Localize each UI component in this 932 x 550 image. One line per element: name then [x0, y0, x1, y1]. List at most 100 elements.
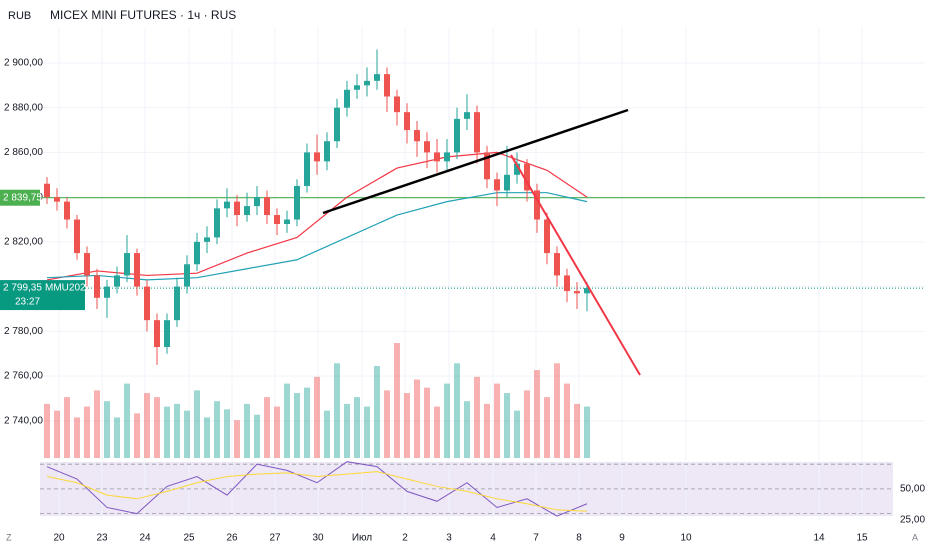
candle-body: [124, 253, 130, 276]
candle-body: [284, 219, 290, 224]
volume-bar: [344, 403, 350, 458]
volume-bar: [324, 410, 330, 458]
volume-bar: [44, 403, 50, 458]
candle-body: [494, 179, 500, 191]
x-tick-label: 3: [446, 533, 452, 544]
volume-bar: [114, 417, 120, 458]
corner-left: Z: [6, 532, 12, 542]
candle-body: [104, 286, 110, 298]
volume-bar: [94, 390, 100, 458]
volume-bar: [554, 363, 560, 458]
y-tick-label: 2 860,00: [4, 147, 43, 158]
corner-right: A: [912, 532, 918, 542]
volume-bar: [214, 401, 220, 458]
volume-bar: [364, 406, 370, 458]
currency: RUB: [8, 10, 31, 22]
candle-body: [164, 320, 170, 348]
candle-body: [134, 253, 140, 287]
y-tick-label: 2 880,00: [4, 102, 43, 113]
volume-bar: [474, 376, 480, 458]
candle-body: [544, 219, 550, 254]
candle-body: [64, 201, 70, 220]
rsi-line: [46, 471, 588, 512]
volume-bar: [294, 393, 300, 458]
volume-bar: [164, 406, 170, 458]
x-tick-label: 10: [680, 533, 692, 544]
candle-body: [274, 215, 280, 224]
x-tick-label: 26: [226, 533, 238, 544]
x-tick-label: 2: [402, 533, 408, 544]
volume-bar: [184, 410, 190, 458]
volume-bar: [334, 363, 340, 458]
candle-body: [354, 85, 360, 90]
symbol-label: MMU2025: [45, 283, 92, 294]
volume-bar: [374, 366, 380, 458]
candle-body: [174, 286, 180, 321]
trend-line: [322, 108, 629, 215]
volume-bar: [254, 414, 260, 458]
candle-body: [554, 253, 560, 276]
volume-bar: [484, 403, 490, 458]
candle-body: [404, 112, 410, 131]
volume-bar: [404, 393, 410, 458]
candle-body: [94, 275, 100, 298]
candle-body: [514, 163, 520, 175]
x-tick-label: 23: [96, 533, 108, 544]
candle-body: [344, 89, 350, 108]
candle-body: [394, 96, 400, 113]
price-line-box: [0, 189, 40, 206]
volume-bar: [574, 403, 580, 458]
candle-body: [474, 112, 480, 153]
volume-bar: [204, 417, 210, 458]
volume-bar: [424, 387, 430, 458]
x-tick-label: 30: [312, 533, 324, 544]
candle-body: [384, 74, 390, 97]
volume-bar: [144, 393, 150, 458]
rsi-tick-label: 50,00: [900, 484, 925, 495]
volume-bar: [384, 390, 390, 458]
volume-bar: [124, 383, 130, 458]
candle-body: [324, 141, 330, 162]
volume-bar: [434, 406, 440, 458]
candle-body: [194, 241, 200, 265]
volume-bar: [524, 390, 530, 458]
candle-body: [364, 80, 370, 86]
candle-body: [524, 163, 530, 191]
candle-body: [574, 291, 580, 294]
volume-bar: [134, 413, 140, 458]
candle-body: [534, 190, 540, 220]
volume-bar: [274, 406, 280, 458]
candle-body: [454, 118, 460, 153]
last-price-box: [0, 280, 85, 311]
x-tick-label: 9: [619, 533, 625, 544]
candle-body: [484, 152, 490, 180]
candle-body: [334, 107, 340, 142]
rsi-line: [46, 461, 588, 517]
candle-body: [84, 253, 90, 276]
volume-bar: [224, 409, 230, 458]
volume-bar: [414, 379, 420, 458]
volume-bar: [64, 397, 70, 458]
x-tick-label: 8: [576, 533, 582, 544]
candle-body: [114, 275, 120, 287]
volume-bar: [584, 406, 590, 458]
y-tick-label: 2 760,00: [4, 371, 43, 382]
x-tick-label: 27: [269, 533, 281, 544]
candle-body: [414, 130, 420, 142]
volume-bar: [304, 387, 310, 458]
x-tick-label: Июл: [352, 533, 372, 544]
volume-bar: [544, 397, 550, 458]
x-tick-label: 20: [53, 533, 65, 544]
volume-bar: [154, 397, 160, 458]
rsi-tick-label: 25,00: [900, 514, 925, 525]
y-tick-label: 2 820,00: [4, 237, 43, 248]
chart-title: MICEX MINI FUTURES · 1ч · RUS: [50, 8, 236, 22]
candle-body: [434, 152, 440, 162]
candle-body: [74, 219, 80, 254]
candle-body: [184, 264, 190, 287]
last-price-label: 2 799,35: [3, 283, 42, 294]
candle-body: [214, 208, 220, 238]
candle-body: [44, 183, 50, 198]
countdown-label: 23:27: [15, 297, 40, 308]
